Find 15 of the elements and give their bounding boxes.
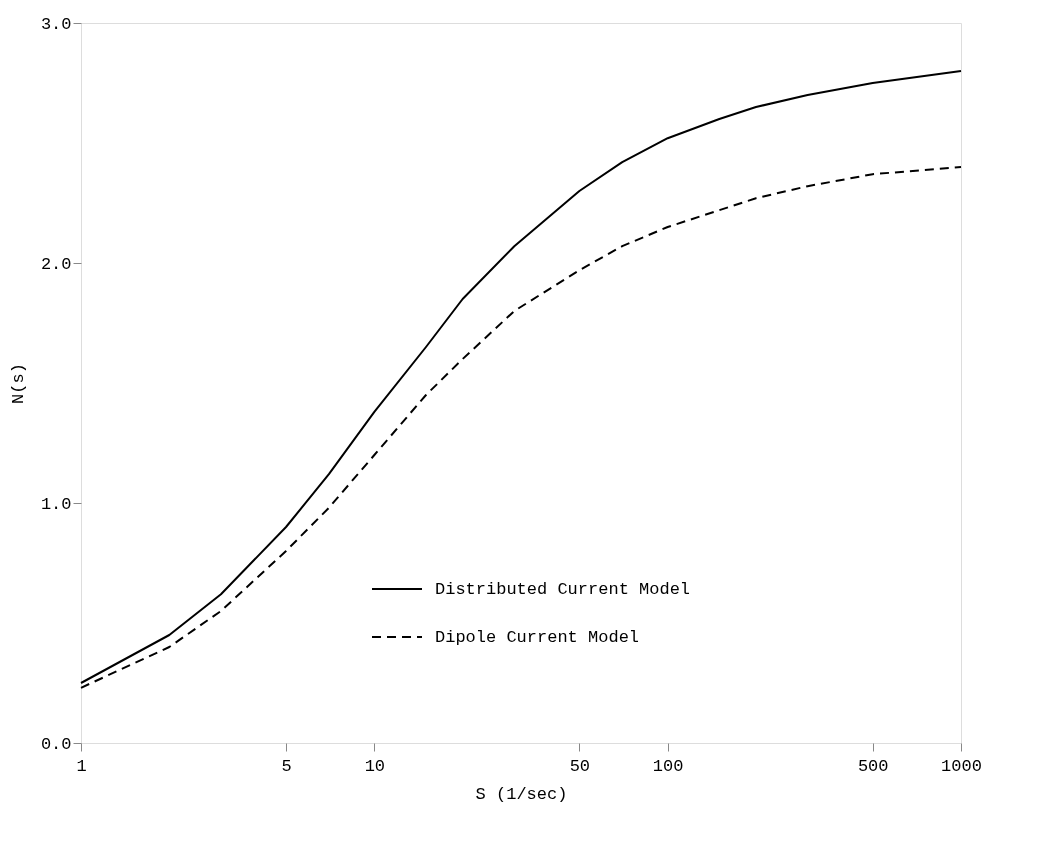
y-tick-label: 2.0 — [40, 254, 72, 274]
y-axis-title: N(s) — [8, 363, 28, 404]
x-tick-label: 10 — [364, 756, 386, 776]
legend-label: Distributed Current Model — [435, 580, 691, 599]
y-tick-label: 0.0 — [40, 734, 72, 754]
x-tick-label: 5 — [281, 756, 292, 776]
y-tick-label: 1.0 — [40, 494, 72, 514]
legend-label: Dipole Current Model — [435, 628, 640, 647]
x-axis-title: S (1/sec) — [475, 784, 568, 804]
x-tick-label: 50 — [569, 756, 591, 776]
y-tick-label: 3.0 — [40, 14, 72, 34]
x-tick-label: 100 — [652, 756, 684, 776]
x-tick-label: 1 — [76, 756, 87, 776]
x-tick-label: 1000 — [941, 756, 982, 776]
x-tick-label: 500 — [857, 756, 889, 776]
